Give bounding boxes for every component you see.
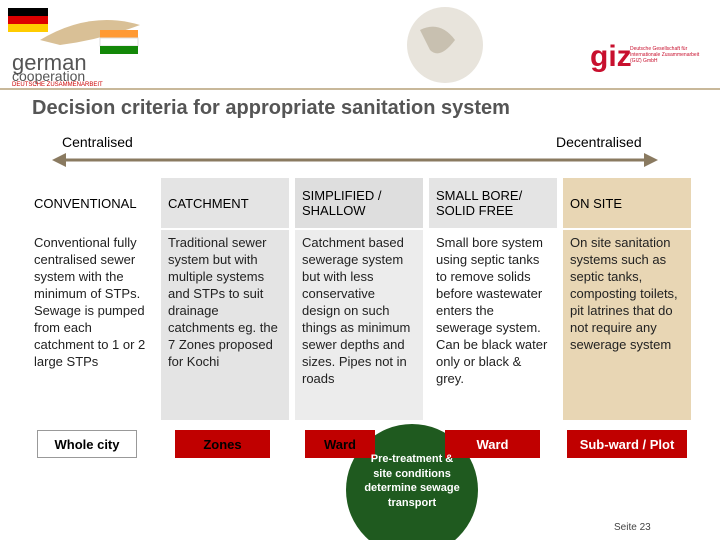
logo-text: german bbox=[12, 50, 87, 75]
column-heading: CATCHMENT bbox=[161, 178, 289, 228]
column-description: Traditional sewer system but with multip… bbox=[161, 230, 289, 420]
scale-label: Centralised bbox=[62, 134, 133, 150]
scale-label: Decentralised bbox=[556, 134, 642, 150]
column-description: Small bore system using septic tanks to … bbox=[429, 230, 557, 420]
giz-text: Deutsche Gesellschaft für Internationale… bbox=[630, 46, 700, 64]
column-description: Conventional fully centralised sewer sys… bbox=[27, 230, 155, 420]
level-box: Ward bbox=[305, 430, 375, 458]
column-heading: SMALL BORE/ SOLID FREE bbox=[429, 178, 557, 228]
level-box: Whole city bbox=[37, 430, 137, 458]
logo-text: DEUTSCHE ZUSAMMENARBEIT bbox=[12, 82, 103, 88]
column-description: Catchment based sewerage system but with… bbox=[295, 230, 423, 420]
level-box: Sub-ward / Plot bbox=[567, 430, 687, 458]
column-heading: SIMPLIFIED / SHALLOW bbox=[295, 178, 423, 228]
column-heading: CONVENTIONAL bbox=[27, 178, 155, 228]
giz-logo: giz bbox=[590, 40, 632, 73]
page-number: Seite 23 bbox=[614, 522, 651, 533]
level-box: Ward bbox=[445, 430, 540, 458]
logo-text: cooperation bbox=[12, 68, 86, 84]
title: Decision criteria for appropriate sanita… bbox=[32, 97, 510, 119]
column-description: On site sanitation systems such as septi… bbox=[563, 230, 691, 420]
circle-text: Pre-treatment & site conditions determin… bbox=[364, 453, 460, 509]
column-heading: ON SITE bbox=[563, 178, 691, 228]
level-box: Zones bbox=[175, 430, 270, 458]
